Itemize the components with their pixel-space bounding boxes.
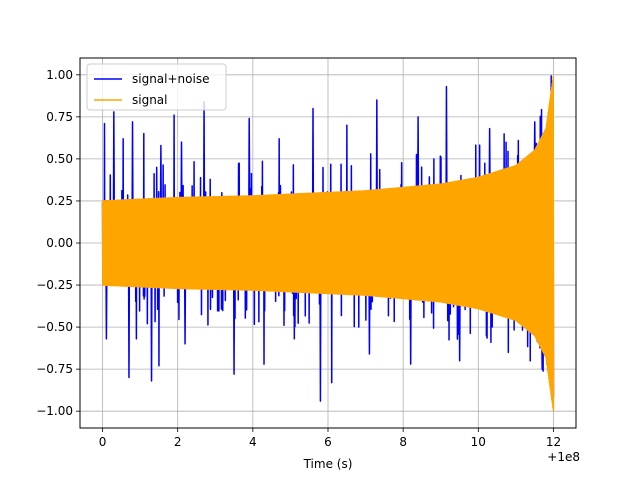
y-tick-label: −0.25 [36, 278, 73, 292]
y-tick-label: 0.75 [46, 110, 73, 124]
x-offset-label: +1e8 [547, 450, 580, 464]
x-tick-label: 12 [546, 435, 561, 449]
y-tick-label: 0.50 [46, 152, 73, 166]
legend: signal+noise signal [86, 63, 227, 111]
x-tick-label: 0 [99, 435, 107, 449]
series-signal-line [101, 75, 555, 412]
y-tick-label: −0.50 [36, 320, 73, 334]
x-tick-label: 8 [399, 435, 407, 449]
y-tick-label: −0.75 [36, 362, 73, 376]
y-tick-label: 0.25 [46, 194, 73, 208]
legend-box [86, 63, 227, 111]
y-tick-label: 1.00 [46, 68, 73, 82]
x-tick-label: 4 [249, 435, 257, 449]
plot-area [101, 75, 555, 412]
x-tick-label: 6 [324, 435, 332, 449]
y-tick-label: 0.00 [46, 236, 73, 250]
x-tick-label: 2 [174, 435, 182, 449]
legend-entry-signal-noise: signal+noise [132, 72, 209, 86]
x-tick-label: 10 [471, 435, 486, 449]
y-tick-label: −1.00 [36, 404, 73, 418]
ticks: 0 2 4 6 8 10 12 −1.00 −0.75 −0.50 −0.25 0.00 0.25 0.5… [36, 68, 561, 449]
x-axis-label: Time (s) [303, 457, 353, 471]
legend-entry-signal: signal [132, 93, 168, 107]
